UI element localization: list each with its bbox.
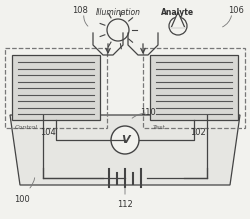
Text: 108: 108 bbox=[72, 6, 88, 15]
Text: 112: 112 bbox=[117, 200, 133, 209]
Polygon shape bbox=[12, 55, 100, 120]
Text: 100: 100 bbox=[14, 195, 30, 204]
Circle shape bbox=[111, 126, 139, 154]
Text: 102: 102 bbox=[190, 128, 206, 137]
Text: Control: Control bbox=[15, 125, 38, 130]
Text: Illumination: Illumination bbox=[96, 8, 140, 17]
Polygon shape bbox=[171, 12, 185, 28]
Polygon shape bbox=[10, 115, 240, 185]
Text: 104: 104 bbox=[40, 128, 56, 137]
Text: V: V bbox=[121, 135, 129, 145]
Bar bbox=[143, 48, 245, 128]
Text: 106: 106 bbox=[228, 6, 244, 15]
Text: Analyte: Analyte bbox=[162, 8, 194, 17]
Circle shape bbox=[169, 17, 187, 35]
Circle shape bbox=[107, 19, 129, 41]
Polygon shape bbox=[150, 55, 238, 120]
Bar bbox=[5, 48, 107, 128]
Text: 110: 110 bbox=[140, 108, 156, 117]
Text: Test: Test bbox=[153, 125, 166, 130]
